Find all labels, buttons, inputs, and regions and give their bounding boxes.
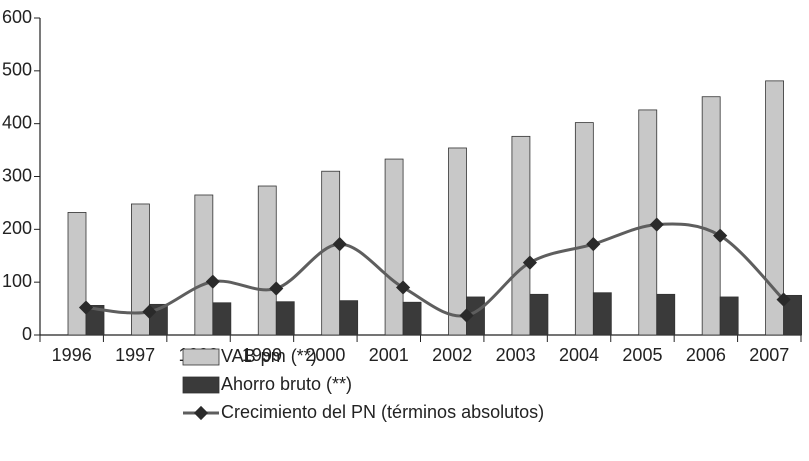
bar bbox=[529, 293, 549, 336]
bar bbox=[402, 301, 422, 336]
line bbox=[85, 222, 785, 318]
y-tick-label: 400 bbox=[2, 112, 32, 132]
marker bbox=[649, 217, 664, 232]
marker bbox=[332, 237, 347, 252]
bar bbox=[131, 203, 150, 336]
x-tick-label: 2005 bbox=[622, 345, 662, 365]
x-tick-label: 2004 bbox=[559, 345, 599, 365]
marker bbox=[396, 280, 411, 295]
bar bbox=[85, 305, 105, 336]
bar bbox=[212, 302, 232, 336]
marker bbox=[205, 274, 220, 289]
bar bbox=[592, 292, 612, 336]
marker bbox=[459, 308, 474, 323]
y-tick-label: 0 bbox=[22, 324, 32, 344]
x-tick-label: 1999 bbox=[242, 345, 282, 365]
legend-swatch bbox=[182, 376, 220, 394]
x-tick-label: 2001 bbox=[369, 345, 409, 365]
y-tick-label: 100 bbox=[2, 271, 32, 291]
y-tick-label: 600 bbox=[2, 7, 32, 27]
bar bbox=[574, 122, 594, 336]
x-tick-label: 2003 bbox=[496, 345, 536, 365]
bar bbox=[275, 301, 295, 336]
bar bbox=[257, 185, 277, 336]
bar bbox=[339, 300, 359, 336]
y-tick-label: 500 bbox=[2, 60, 32, 80]
bar bbox=[719, 296, 739, 336]
bar bbox=[321, 170, 341, 336]
bar bbox=[511, 135, 531, 336]
bar bbox=[656, 293, 676, 336]
legend-label: Ahorro bruto (**) bbox=[221, 374, 352, 394]
marker bbox=[142, 304, 157, 319]
bar bbox=[783, 294, 802, 336]
marker bbox=[713, 228, 728, 243]
y-tick-label: 300 bbox=[2, 165, 32, 185]
x-tick-label: 2000 bbox=[305, 345, 345, 365]
x-tick-label: 2007 bbox=[749, 345, 789, 365]
bar bbox=[765, 80, 784, 336]
x-tick-label: 2002 bbox=[432, 345, 472, 365]
bar bbox=[448, 147, 467, 336]
legend-label: VAB pm (**) bbox=[221, 346, 317, 366]
marker bbox=[776, 292, 791, 307]
y-tick-label: 200 bbox=[2, 218, 32, 238]
x-tick-label: 1996 bbox=[52, 345, 92, 365]
marker bbox=[78, 300, 94, 315]
bar bbox=[701, 96, 721, 336]
legend-label: Crecimiento del PN (términos absolutos) bbox=[221, 402, 544, 422]
marker bbox=[522, 255, 537, 270]
legend-swatch bbox=[182, 348, 220, 366]
bar bbox=[384, 158, 404, 336]
marker bbox=[586, 237, 601, 252]
x-tick-label: 1997 bbox=[115, 345, 155, 365]
marker bbox=[269, 281, 284, 296]
bar bbox=[194, 194, 214, 336]
legend-marker bbox=[193, 405, 209, 421]
bar bbox=[67, 212, 87, 336]
x-tick-label: 2006 bbox=[686, 345, 726, 365]
